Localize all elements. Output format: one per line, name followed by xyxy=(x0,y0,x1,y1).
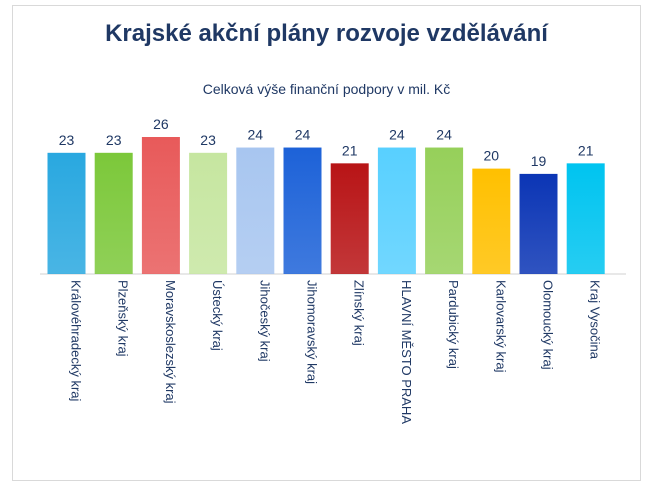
bar xyxy=(94,152,133,274)
category-label: Jihomoravský kraj xyxy=(305,280,320,384)
data-label: 24 xyxy=(436,127,452,143)
bars-group: 23 Královéhradecký kraj 23 Plzeňský kraj 26 M… xyxy=(47,116,605,424)
data-label: 21 xyxy=(342,142,358,158)
bar xyxy=(47,152,86,274)
category-label: Moravskoslezský kraj xyxy=(163,280,178,404)
bar xyxy=(141,137,180,274)
category-label: Pardubický kraj xyxy=(446,280,461,369)
data-label: 21 xyxy=(578,142,594,158)
data-label: 23 xyxy=(59,132,75,148)
data-label: 24 xyxy=(248,127,264,143)
bar xyxy=(472,168,511,274)
chart-subtitle: Celková výše finanční podpory v mil. Kč xyxy=(202,81,451,97)
category-label: Kraj Vysočina xyxy=(588,280,603,360)
bar xyxy=(283,147,322,274)
data-label: 23 xyxy=(106,132,122,148)
data-label: 24 xyxy=(389,127,405,143)
bar xyxy=(519,173,558,274)
category-label: Zlínský kraj xyxy=(352,280,367,346)
category-label: Plzeňský kraj xyxy=(116,280,131,357)
category-label: Ústecký kraj xyxy=(210,280,225,351)
data-label: 19 xyxy=(531,153,547,169)
bar xyxy=(566,163,605,274)
data-label: 26 xyxy=(153,116,169,132)
category-label: Královéhradecký kraj xyxy=(69,280,84,401)
category-label: Olomoucký kraj xyxy=(541,280,556,370)
data-label: 23 xyxy=(200,132,216,148)
data-label: 20 xyxy=(484,148,500,164)
bar xyxy=(330,163,369,274)
bar xyxy=(377,147,416,274)
category-label: Karlovarský kraj xyxy=(493,280,508,373)
category-label: HLAVNÍ MĚSTO PRAHA xyxy=(399,280,414,424)
data-label: 24 xyxy=(295,127,311,143)
bar xyxy=(236,147,275,274)
chart-title: Krajské akční plány rozvoje vzdělávání xyxy=(105,20,548,47)
bar xyxy=(425,147,464,274)
category-label: Jihočeský kraj xyxy=(257,280,272,362)
bar xyxy=(189,152,228,274)
